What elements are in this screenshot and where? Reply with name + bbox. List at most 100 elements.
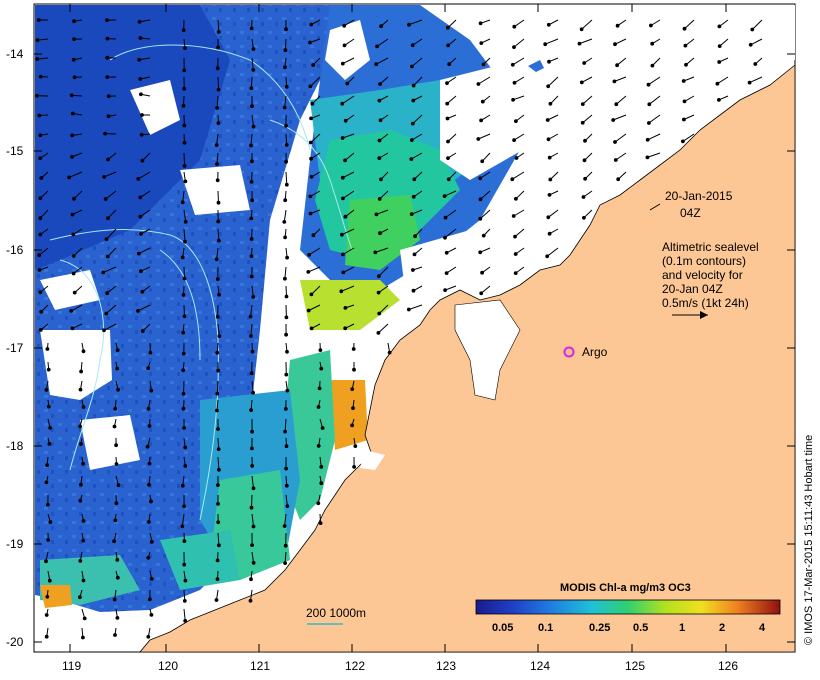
velocity-vector xyxy=(250,304,253,317)
velocity-vector-head xyxy=(44,388,49,392)
velocity-vector-head xyxy=(250,464,255,468)
lat-label: -20 xyxy=(6,635,24,649)
velocity-vector-head xyxy=(684,62,688,67)
velocity-vector-head xyxy=(69,309,74,313)
velocity-vector-head xyxy=(71,254,76,258)
velocity-vector xyxy=(344,152,355,161)
argo-marker-icon[interactable] xyxy=(563,346,575,358)
velocity-vector xyxy=(106,285,117,294)
velocity-vector xyxy=(251,513,254,527)
velocity-vector-head xyxy=(82,616,87,621)
velocity-vector xyxy=(411,133,423,141)
velocity-vector-head xyxy=(377,156,382,161)
velocity-vector-head xyxy=(311,233,316,238)
velocity-vector-head xyxy=(147,424,152,428)
velocity-vector-head xyxy=(753,62,758,66)
velocity-vector-head xyxy=(577,41,582,46)
velocity-vector-head xyxy=(548,177,553,182)
velocity-vector-head xyxy=(352,465,357,469)
velocity-vector-head xyxy=(613,140,617,144)
longitude-labels: 119 120 121 122 123 124 125 126 xyxy=(62,659,738,673)
velocity-vector-head xyxy=(215,162,219,166)
velocity-vector-head xyxy=(478,216,483,221)
velocity-vector-head xyxy=(115,575,120,580)
velocity-vector-head xyxy=(582,158,587,163)
side-credit: © IMOS 17-Mar-2015 15:11:43 Hobart time xyxy=(803,435,815,645)
velocity-vector xyxy=(138,171,151,180)
velocity-vector-head xyxy=(182,164,187,168)
velocity-vector-head xyxy=(579,80,584,85)
velocity-vector xyxy=(547,114,559,121)
velocity-vector-head xyxy=(145,444,150,449)
velocity-vector-head xyxy=(443,288,448,293)
velocity-vector-head xyxy=(251,124,256,129)
velocity-vector xyxy=(375,247,389,253)
velocity-vector-head xyxy=(44,634,49,639)
velocity-vector-head xyxy=(512,45,516,49)
velocity-vector-head xyxy=(445,25,450,30)
velocity-vector-head xyxy=(37,253,42,258)
velocity-vector-head xyxy=(106,94,111,99)
velocity-vector xyxy=(217,190,219,203)
velocity-vector xyxy=(217,323,220,337)
velocity-vector-head xyxy=(138,36,143,40)
velocity-vector-head xyxy=(510,62,515,67)
colorbar: MODIS Chl-a mg/m3 OC3 0.05 0.1 0.25 0.5 … xyxy=(475,582,781,634)
velocity-vector xyxy=(546,247,559,257)
velocity-vector-head xyxy=(479,291,484,296)
velocity-vector-head xyxy=(410,121,415,126)
velocity-vector-head xyxy=(67,175,71,180)
colorbar-tick: 2 xyxy=(719,622,725,634)
velocity-vector-head xyxy=(283,429,288,434)
velocity-vector-head xyxy=(70,212,75,217)
velocity-vector xyxy=(70,304,83,312)
velocity-vector-head xyxy=(613,158,618,162)
velocity-vector-head xyxy=(647,102,652,107)
velocity-vector-head xyxy=(481,62,486,67)
velocity-vector-head xyxy=(44,613,49,617)
velocity-vector xyxy=(582,95,593,105)
velocity-vector-head xyxy=(214,598,219,602)
lon-label: 120 xyxy=(158,659,178,673)
velocity-vector-head xyxy=(48,520,53,524)
velocity-vector xyxy=(648,95,661,105)
velocity-vector xyxy=(181,513,185,527)
velocity-vector-head xyxy=(285,504,290,509)
velocity-vector-head xyxy=(79,369,83,374)
velocity-vector-head xyxy=(113,406,118,411)
velocity-vector-head xyxy=(376,290,381,295)
velocity-vector-head xyxy=(284,332,289,337)
velocity-vector-head xyxy=(106,157,110,162)
colorbar-tick: 0.05 xyxy=(492,622,513,634)
velocity-vector-head xyxy=(182,314,187,319)
velocity-vector xyxy=(217,76,220,90)
velocity-vector xyxy=(342,133,355,139)
velocity-vector xyxy=(413,76,423,86)
lon-label: 119 xyxy=(62,659,81,673)
velocity-vector-head xyxy=(81,538,86,543)
velocity-vector-head xyxy=(181,391,186,396)
velocity-vector-head xyxy=(216,45,221,50)
velocity-vector-head xyxy=(113,633,117,637)
velocity-vector-head xyxy=(78,595,82,600)
velocity-vector-head xyxy=(647,121,651,125)
velocity-vector-head xyxy=(105,55,110,60)
velocity-vector-head xyxy=(310,101,315,106)
velocity-vector-head xyxy=(114,462,119,466)
velocity-vector-head xyxy=(149,388,154,393)
velocity-vector xyxy=(183,608,186,621)
velocity-vector-head xyxy=(410,43,415,48)
velocity-vector-head xyxy=(511,214,516,218)
velocity-vector-head xyxy=(512,138,516,143)
velocity-vector-head xyxy=(112,424,117,429)
velocity-vector xyxy=(616,57,627,66)
velocity-vector-head xyxy=(446,156,450,161)
velocity-vector xyxy=(73,247,83,257)
velocity-vector-head xyxy=(445,101,450,106)
velocity-vector-head xyxy=(406,307,411,312)
velocity-vector-head xyxy=(283,543,288,548)
velocity-vector-head xyxy=(140,113,144,117)
velocity-vector-head xyxy=(480,99,485,104)
velocity-vector-head xyxy=(139,232,143,236)
